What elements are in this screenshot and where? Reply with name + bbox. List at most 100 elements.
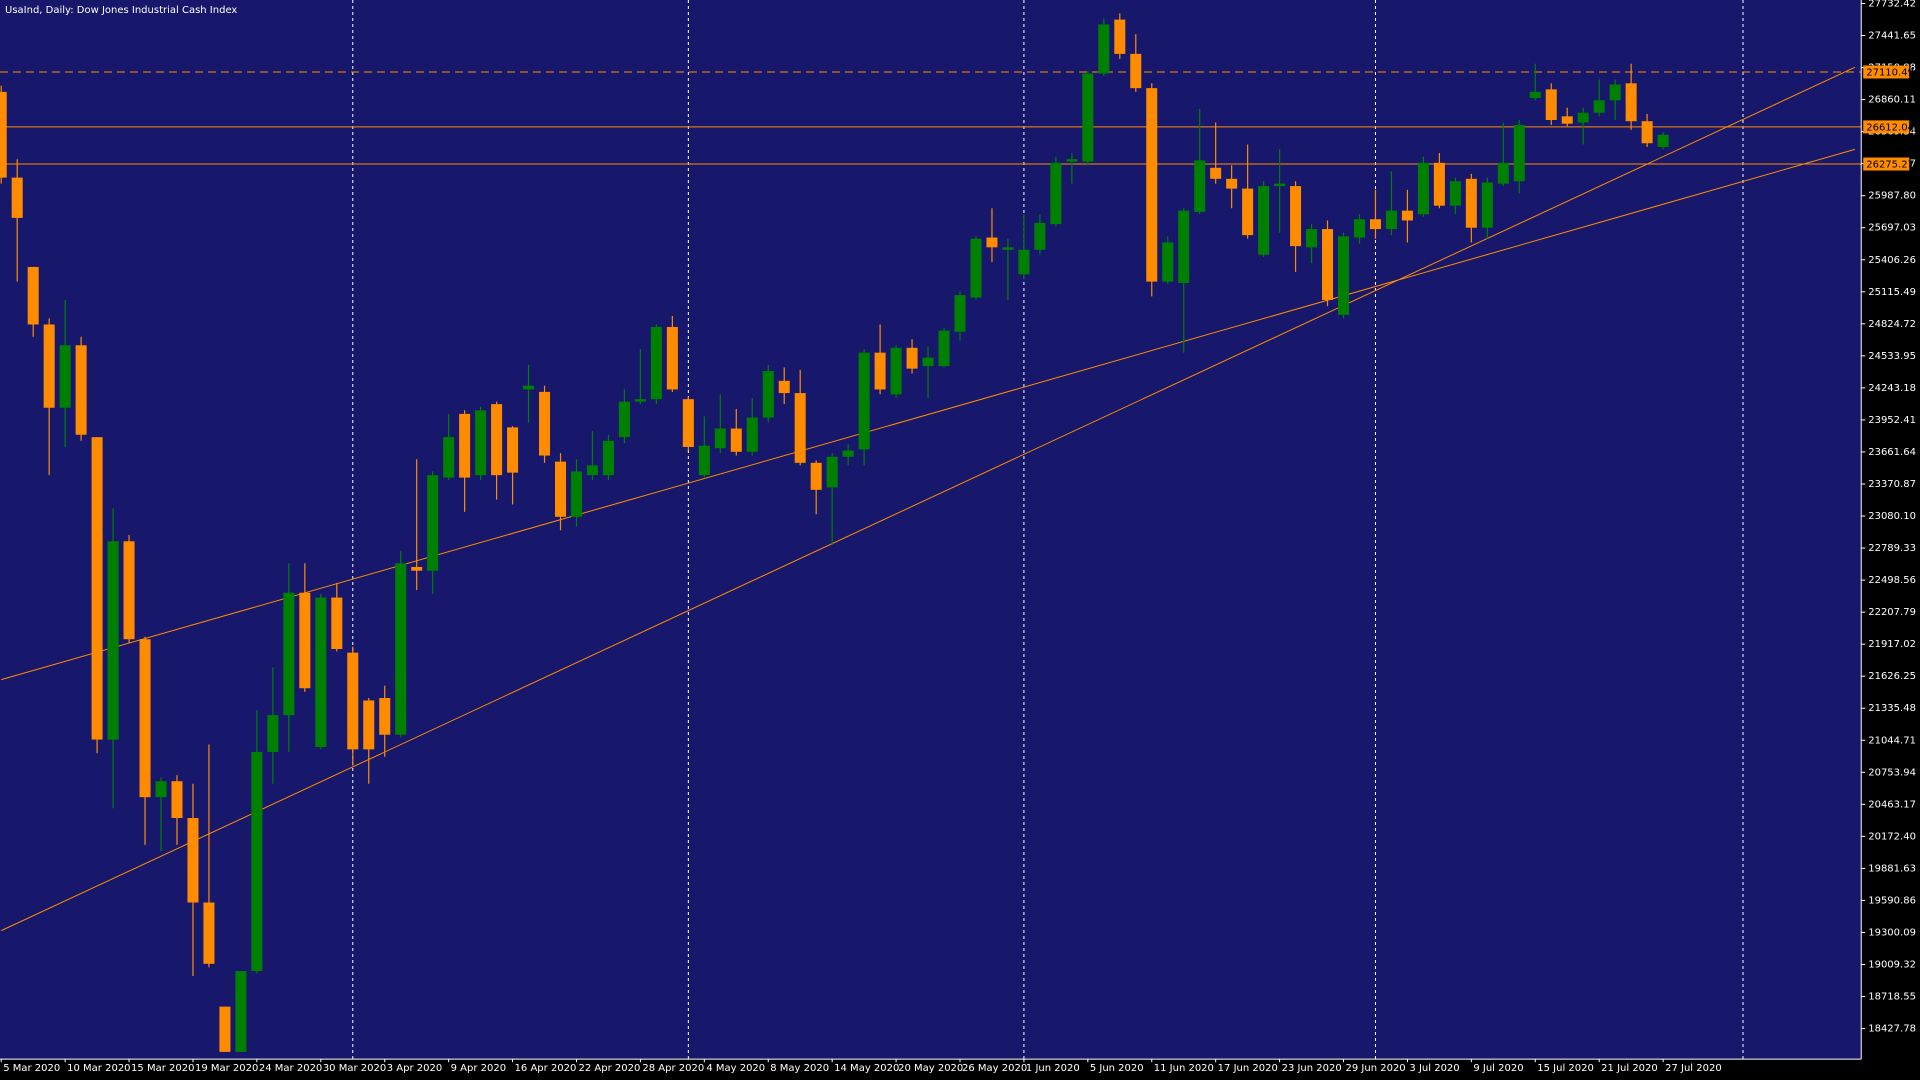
candle-body: [107, 541, 119, 740]
y-tick-label: 23370.87: [1868, 479, 1916, 490]
x-tick-label: 3 Jul 2020: [1409, 1063, 1459, 1074]
candle-body: [618, 401, 630, 438]
y-tick-label: 26860.11: [1868, 95, 1916, 106]
y-tick-label: 25115.49: [1868, 287, 1916, 298]
candle-body: [1034, 222, 1046, 250]
candle-body: [810, 462, 822, 490]
y-tick-label: 25987.80: [1868, 191, 1916, 202]
x-tick-label: 21 Jul 2020: [1601, 1063, 1658, 1074]
candle-body: [75, 345, 87, 435]
candle-body: [1210, 167, 1222, 179]
candle-body: [1385, 210, 1397, 230]
candle-body: [491, 404, 503, 476]
candle-body: [842, 450, 854, 457]
candle-body: [0, 91, 7, 178]
candle-body: [1449, 181, 1461, 206]
y-tick-label: 22789.33: [1868, 543, 1916, 554]
candle-body: [43, 324, 55, 408]
candle-body: [171, 781, 183, 819]
candle-body: [475, 410, 487, 476]
y-tick-label: 19881.63: [1868, 863, 1916, 874]
candle-body: [778, 380, 790, 394]
x-tick-label: 16 Apr 2020: [515, 1063, 577, 1074]
y-tick-label: 18427.78: [1868, 1024, 1916, 1035]
candle-body: [730, 428, 742, 452]
candle-body: [890, 347, 902, 395]
x-tick-label: 10 Mar 2020: [67, 1063, 130, 1074]
candle-body: [459, 413, 471, 478]
candle-body: [746, 417, 758, 452]
candle-body: [1130, 53, 1142, 89]
candle-body: [1577, 112, 1589, 123]
candle-body: [1098, 24, 1110, 74]
candle-body: [986, 237, 998, 248]
candle-body: [1018, 249, 1030, 275]
x-tick-label: 15 Mar 2020: [131, 1063, 194, 1074]
y-tick-label: 24243.18: [1868, 383, 1916, 394]
x-tick-label: 5 Jun 2020: [1090, 1063, 1144, 1074]
candle-body: [1369, 219, 1381, 230]
candle-body: [379, 698, 391, 735]
candle-body: [507, 427, 519, 473]
y-tick-label: 22207.79: [1868, 607, 1916, 618]
y-tick-label: 19300.09: [1868, 927, 1916, 938]
candle-body: [1082, 73, 1094, 162]
candle-body: [1338, 236, 1350, 315]
candle-body: [443, 437, 455, 478]
y-tick-label: 22498.56: [1868, 575, 1916, 586]
candle-body: [1417, 162, 1429, 215]
candle-body: [427, 475, 439, 571]
x-tick-label: 30 Mar 2020: [323, 1063, 386, 1074]
candle-body: [555, 461, 567, 517]
y-tick-label: 25697.03: [1868, 223, 1916, 234]
candle-body: [219, 1006, 231, 1052]
candle-body: [1561, 116, 1573, 124]
y-tick-label: 18718.55: [1868, 992, 1916, 1003]
series-layer: [0, 0, 1862, 1060]
x-tick-label: 24 Mar 2020: [259, 1063, 322, 1074]
candle-body: [874, 352, 886, 390]
candle-body: [1481, 182, 1493, 228]
candle-body: [299, 592, 311, 689]
y-tick-label: 21044.71: [1868, 735, 1916, 746]
price-tag-label: 27110.49: [1866, 67, 1914, 78]
candle-body: [1609, 84, 1621, 101]
candle-body: [970, 238, 982, 298]
y-tick-label: 25406.26: [1868, 255, 1916, 266]
candle-body: [27, 266, 39, 325]
candle-body: [123, 541, 135, 640]
candle-body: [602, 440, 614, 476]
candle-body: [1290, 186, 1302, 247]
candle-body: [1545, 89, 1557, 120]
candle-body: [858, 352, 870, 450]
y-tick-label: 24533.95: [1868, 351, 1916, 362]
candle-body: [954, 295, 966, 332]
x-tick-label: 28 Apr 2020: [642, 1063, 704, 1074]
candle-body: [1593, 100, 1605, 113]
candle-body: [235, 971, 247, 1052]
price-tag: [1863, 65, 1910, 79]
candle-body: [714, 428, 726, 449]
x-tick-label: 17 Jun 2020: [1218, 1063, 1278, 1074]
trendline: [1, 66, 1856, 932]
candle-body: [347, 652, 359, 750]
candle-body: [1306, 229, 1318, 248]
candle-body: [1194, 160, 1206, 212]
candle-body: [682, 399, 694, 447]
x-tick-label: 20 May 2020: [898, 1063, 963, 1074]
y-tick-label: 19009.32: [1868, 960, 1916, 971]
candle-body: [539, 391, 551, 456]
candle-body: [187, 818, 199, 903]
candle-body: [1178, 210, 1190, 283]
candle-body: [1114, 19, 1126, 54]
x-tick-label: 11 Jun 2020: [1154, 1063, 1214, 1074]
candle-body: [1641, 121, 1653, 144]
candle-body: [1066, 159, 1078, 162]
y-tick-label: 20172.40: [1868, 831, 1916, 842]
candle-body: [1353, 219, 1365, 238]
candle-body: [283, 592, 295, 716]
candle-body: [203, 902, 215, 964]
candle-body: [59, 345, 71, 408]
candle-body: [1242, 188, 1254, 236]
x-tick-label: 26 May 2020: [962, 1063, 1027, 1074]
